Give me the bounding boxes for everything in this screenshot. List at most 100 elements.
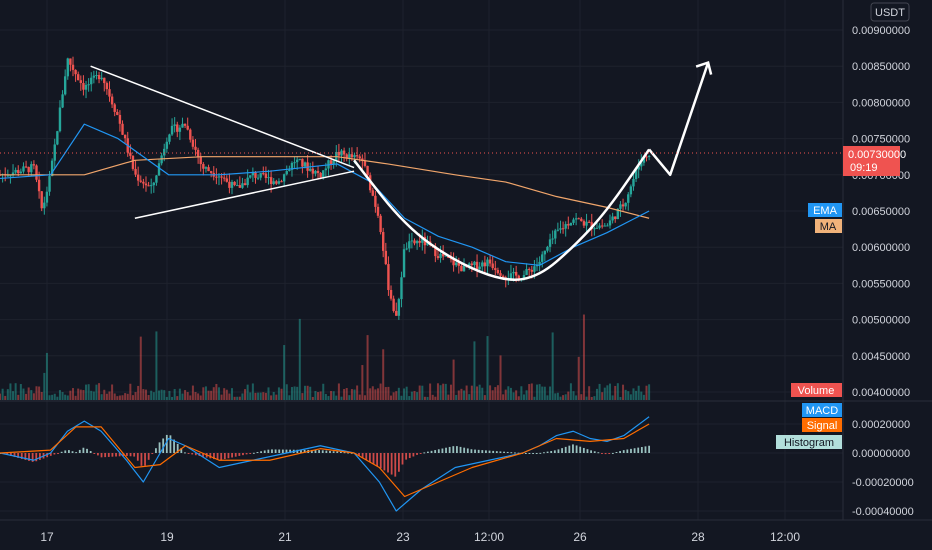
volume-bar [194,391,197,400]
volume-bar [38,386,41,400]
time-axis[interactable]: 17 19 21 23 12:00 26 28 12:00 [40,530,800,544]
candle-body [61,94,64,108]
volume-bar [457,390,460,400]
triangle-lower-line [134,170,355,219]
macd-tick-label: -0.00020000 [852,477,914,489]
volume-bar [640,391,643,400]
volume-bar [614,385,617,400]
volume-bar [257,392,260,400]
histogram-bar [412,453,415,457]
histogram-bar [263,450,266,453]
histogram-bar [202,453,204,457]
candle-body [22,166,25,172]
histogram-bar [321,450,324,453]
volume-bar [549,386,552,400]
histogram-bar [267,449,270,453]
last-price-badge-bg [843,146,900,176]
candle-body [593,228,596,230]
candle-body [322,170,325,178]
candle-body [548,239,552,247]
volume-bar [556,392,559,400]
histogram-bar [416,453,418,455]
volume-bar [504,389,507,400]
triangle-upper-line [90,65,355,169]
candle-body [9,175,12,177]
volume-bar [361,365,364,400]
volume-bar [593,396,596,400]
candle-body [397,299,401,316]
candle-body [269,177,273,184]
ema-badge-bg [808,203,842,217]
histogram-bar [89,451,92,453]
candle-body [376,206,380,216]
volume-bar [449,384,452,400]
histogram-bar [49,453,52,456]
macd-axis[interactable]: 0.00020000 0.00000000 -0.00020000 -0.000400… [852,419,914,518]
candle-body [488,259,492,264]
volume-bar [191,385,194,400]
volume-bar [298,318,301,400]
price-tick-label: 0.00900000 [852,25,910,37]
volume-bar [121,395,124,400]
candle-body [50,160,54,177]
candle-body [392,298,395,311]
candle-body [561,228,565,230]
histogram-bar [165,434,168,453]
volume-bar [486,336,489,400]
candle-body [340,150,343,156]
breakout-arrow [648,62,710,177]
volume-bar [494,387,497,400]
candle-body [123,134,127,139]
candle-body [598,225,601,228]
candle-body [374,195,377,207]
histogram-bar [365,453,368,460]
histogram-bar [615,451,618,453]
histogram-bar [452,446,455,453]
currency-badge[interactable] [870,2,910,22]
volume-bar [288,395,291,400]
histogram-bar [332,451,335,453]
volume-bar [4,395,7,400]
candle-body [17,169,20,174]
volume-bar [199,395,202,400]
candle-body [282,174,286,182]
histogram-bar [430,450,433,453]
candle-body [134,168,137,175]
candle-body [569,222,573,226]
volume-bar [434,396,437,400]
volume-bar [416,392,419,400]
candle-body [580,218,583,222]
candle-body [110,96,114,105]
volume-bar [473,341,476,400]
volume-bar [374,389,377,400]
volume-bar [590,396,593,400]
candle-body [319,173,322,178]
volume-bar [251,383,254,400]
volume-bar [564,394,567,400]
candle-body [262,173,265,175]
volume-bar [280,388,283,400]
candle-body [501,275,505,278]
histogram-bar [140,453,143,466]
volume-bar [455,394,458,400]
histogram-bar [459,446,462,453]
volume-bar [337,383,340,400]
volume-bar [147,395,150,400]
candle-body [280,181,283,183]
histogram-bar [495,451,498,453]
candle-body [295,159,299,163]
volume-bar [19,384,22,400]
candle-body [309,168,312,171]
histogram-bar [129,453,132,457]
candle-body [616,208,620,220]
volume-bar [507,386,510,400]
candle-body [444,255,447,257]
candle-body [525,269,528,276]
candle-body [413,240,416,244]
histogram-bar [368,453,371,463]
candle-body [228,181,231,188]
volume-bar [483,395,486,400]
candle-body [470,263,474,266]
volume-bar [447,394,450,400]
